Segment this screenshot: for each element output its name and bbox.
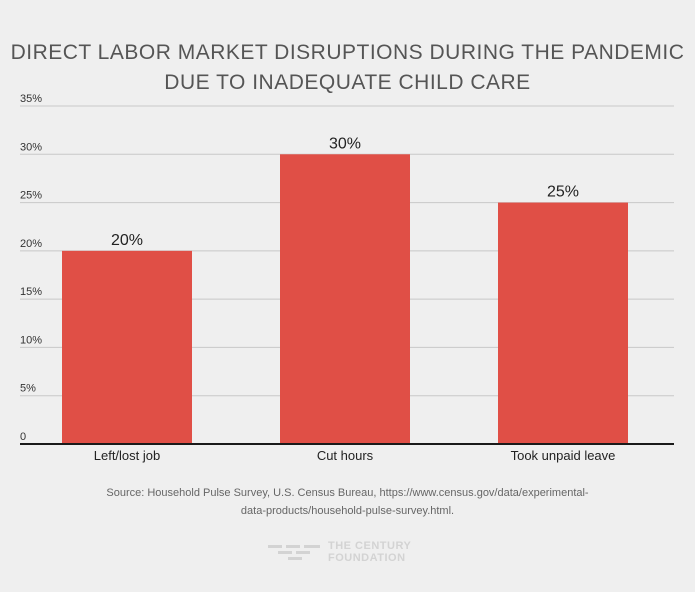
bar-value-label: 30% [329, 135, 361, 152]
bar-chart: 0 5% 10% 15% 20% 25% 30% 35% 20% Left/lost job 30%… [20, 93, 674, 463]
x-tick-label: Cut hours [317, 448, 374, 463]
x-tick-label: Took unpaid leave [511, 448, 616, 463]
brand-line-2: FOUNDATION [328, 552, 406, 564]
source-line-2: data-products/household-pulse-survey.htm… [240, 505, 455, 517]
bar [62, 250, 192, 444]
y-tick-label: 10% [20, 334, 42, 346]
bar [498, 202, 628, 444]
x-tick-label: Left/lost job [94, 448, 161, 463]
y-tick-label: 5% [20, 383, 36, 395]
y-tick-label: 35% [20, 93, 42, 105]
bar-value-label: 20% [111, 232, 143, 249]
y-tick-label: 0 [20, 431, 26, 443]
brand-line-1: THE CENTURY [328, 540, 412, 552]
chart-title-line-1: DIRECT LABOR MARKET DISRUPTIONS DURING T… [10, 41, 685, 64]
bar [280, 154, 410, 445]
chart-title: DIRECT LABOR MARKET DISRUPTIONS DURING T… [0, 38, 695, 98]
source-note: Source: Household Pulse Survey, U.S. Cen… [0, 484, 695, 520]
y-tick-label: 30% [20, 141, 42, 153]
bar-value-label: 25% [547, 184, 579, 201]
y-tick-label: 20% [20, 238, 42, 250]
y-tick-label: 15% [20, 286, 42, 298]
brand-logo: THE CENTURY FOUNDATION [268, 539, 411, 565]
chart-title-line-2: DUE TO INADEQUATE CHILD CARE [164, 71, 531, 94]
source-line-1: Source: Household Pulse Survey, U.S. Cen… [106, 487, 589, 499]
century-foundation-logo-icon [268, 545, 320, 560]
y-tick-label: 25% [20, 190, 42, 202]
brand-name: THE CENTURY FOUNDATION [328, 540, 411, 564]
